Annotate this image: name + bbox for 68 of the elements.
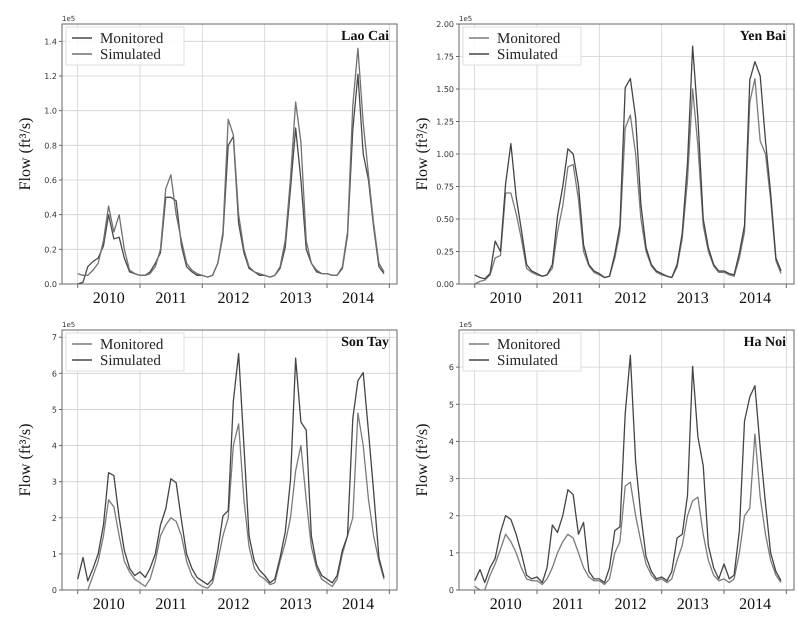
y-tick-label: 0.75 xyxy=(436,182,454,192)
y-tick-label: 0.25 xyxy=(436,248,454,256)
y-tick-label: 1 xyxy=(52,550,57,559)
y-tick-label: 3 xyxy=(448,474,454,484)
x-tick-label: 2010 xyxy=(92,290,125,307)
y-axis-title: Flow (ft³/s) xyxy=(414,118,431,190)
x-tick-label: 2010 xyxy=(490,290,522,307)
y-tick-label: 3 xyxy=(52,478,57,487)
y-tick-label: 1.0 xyxy=(44,106,57,116)
y-tick-label: 7 xyxy=(52,333,57,342)
chart-title: Lao Cai xyxy=(341,29,390,44)
x-tick-label: 2011 xyxy=(155,596,187,613)
x-tick-label: 2013 xyxy=(280,290,312,307)
y-tick-label: 1.00 xyxy=(436,150,454,159)
y-tick-label: 0 xyxy=(448,586,454,595)
legend-label: Monitored xyxy=(497,31,561,47)
x-tick-label: 2010 xyxy=(92,596,125,613)
x-tick-label: 2013 xyxy=(280,596,312,613)
y-tick-label: 0.0 xyxy=(44,280,57,289)
legend-label: Simulated xyxy=(100,353,162,369)
y-tick-label: 6 xyxy=(448,363,454,372)
chart-title: Son Tay xyxy=(341,335,389,350)
x-tick-label: 2014 xyxy=(739,596,772,613)
x-tick-label: 2014 xyxy=(739,290,772,307)
x-tick-label: 2011 xyxy=(155,290,187,307)
x-tick-label: 2012 xyxy=(614,596,647,613)
y-tick-label: 1.4 xyxy=(44,37,57,46)
x-tick-label: 2012 xyxy=(218,596,250,613)
y-tick-label: 0 xyxy=(52,586,57,595)
x-tick-label: 2014 xyxy=(342,290,374,307)
y-tick-label: 0.6 xyxy=(44,176,57,185)
x-tick-label: 2013 xyxy=(676,596,709,613)
legend-label: Monitored xyxy=(100,337,164,353)
y-tick-label: 0.00 xyxy=(436,280,454,289)
y-tick-label: 0.2 xyxy=(44,245,57,254)
y-tick-label: 1.2 xyxy=(44,72,57,81)
y-tick-label: 0.4 xyxy=(44,210,57,220)
x-tick-label: 2013 xyxy=(676,290,709,307)
chart-title: Ha Noi xyxy=(744,335,786,350)
y-tick-label: 0.8 xyxy=(44,141,57,150)
legend-label: Simulated xyxy=(497,353,558,369)
y-tick-label: 1.50 xyxy=(436,85,454,94)
y-tick-label: 5 xyxy=(448,400,454,410)
x-tick-label: 2010 xyxy=(490,596,522,613)
y-tick-label: 4 xyxy=(52,442,57,451)
x-tick-label: 2011 xyxy=(552,596,584,613)
x-tick-label: 2011 xyxy=(552,290,584,307)
y-tick-label: 1.75 xyxy=(436,52,454,62)
chart-title: Yen Bai xyxy=(740,29,786,44)
y-tick-label: 1.25 xyxy=(436,118,454,126)
y-tick-label: 1 xyxy=(448,548,454,558)
legend-label: Monitored xyxy=(497,337,561,353)
y-axis-title: Flow (ft³/s) xyxy=(17,118,34,190)
y-tick-label: 2 xyxy=(52,514,57,523)
y-tick-label: 0.50 xyxy=(436,215,454,224)
y-axis-title: Flow (ft³/s) xyxy=(414,424,431,496)
y-tick-label: 2 xyxy=(448,512,454,521)
legend-label: Simulated xyxy=(100,47,162,63)
y-axis-title: Flow (ft³/s) xyxy=(17,424,34,496)
x-tick-label: 2014 xyxy=(342,596,374,613)
legend-label: Monitored xyxy=(100,31,164,47)
y-tick-label: 5 xyxy=(52,405,57,414)
y-tick-label: 6 xyxy=(52,369,57,378)
x-tick-label: 2012 xyxy=(614,290,647,307)
y-tick-label: 4 xyxy=(448,437,454,446)
legend-label: Simulated xyxy=(497,47,558,63)
x-tick-label: 2012 xyxy=(218,290,250,307)
y-tick-label: 2.00 xyxy=(436,20,454,29)
